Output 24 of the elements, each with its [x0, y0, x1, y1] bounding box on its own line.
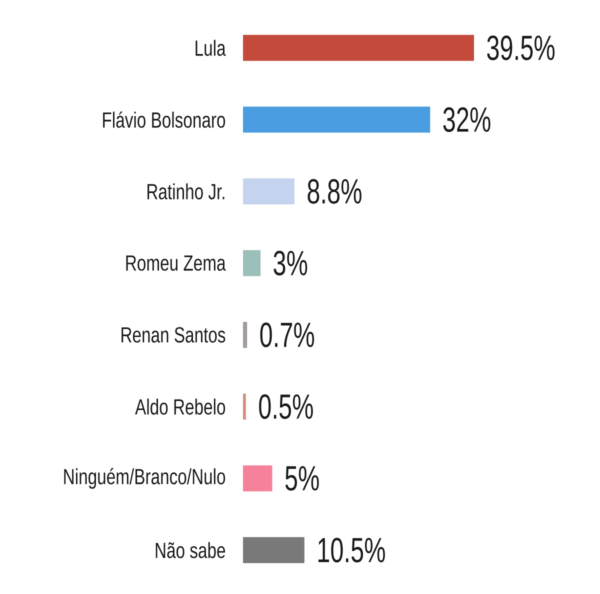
y-tick-label: Aldo Rebelo	[135, 398, 226, 415]
y-tick-label: Flávio Bolsonaro	[103, 111, 226, 128]
y-tick-label: Ratinho Jr.	[148, 183, 224, 200]
y-tick-label: Renan Santos	[122, 327, 226, 343]
data-label: 39.5%	[487, 36, 555, 60]
bar	[243, 394, 246, 420]
bar	[243, 322, 248, 348]
y-tick-label: Ninguém/Branco/Nulo	[64, 468, 226, 489]
bar	[243, 34, 474, 61]
data-label: 8.8%	[308, 179, 362, 204]
bar	[243, 465, 272, 492]
bar	[243, 106, 430, 133]
bar	[243, 250, 261, 276]
data-label: 32%	[443, 107, 490, 132]
y-tick-label: Lula	[196, 40, 226, 56]
bar	[243, 178, 294, 204]
data-label: 0.5%	[259, 394, 313, 419]
data-label: 5%	[285, 466, 319, 491]
data-label: 0.7%	[260, 322, 314, 348]
bar	[243, 537, 304, 564]
data-label: 10.5%	[318, 538, 385, 562]
y-tick-label: Não sabe	[156, 542, 226, 558]
data-label: 3%	[274, 250, 308, 276]
y-tick-label: Romeu Zema	[126, 255, 226, 271]
